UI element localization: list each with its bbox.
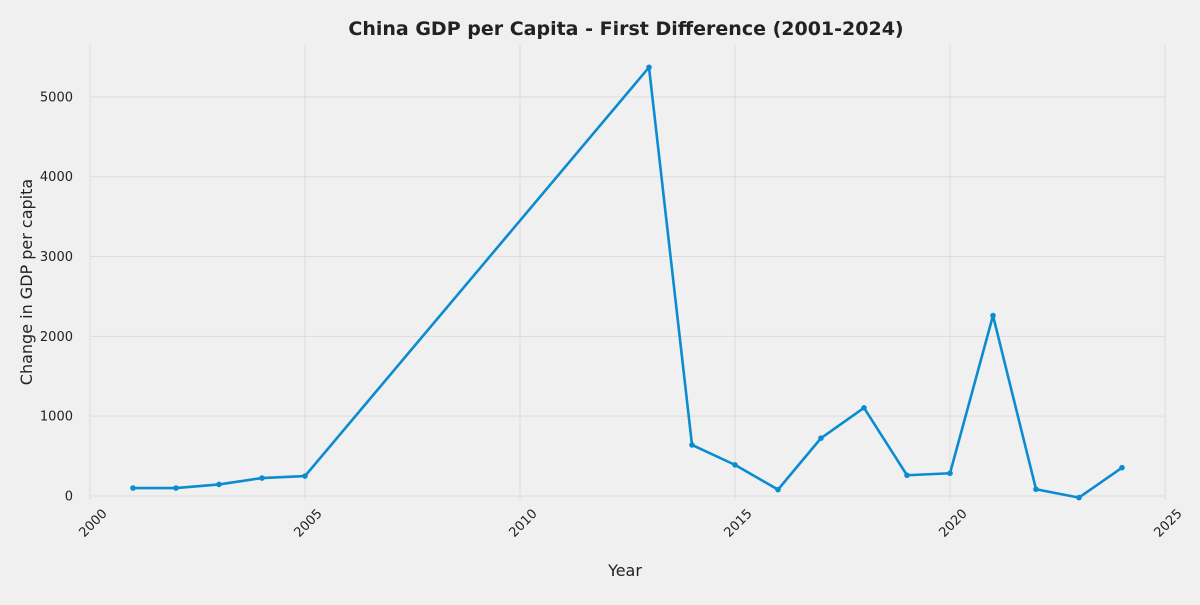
x-tick-label-2020: 2020 — [937, 507, 971, 541]
data-point-2017 — [818, 435, 824, 441]
y-tick-label-5000: 5000 — [40, 90, 73, 105]
y-axis-ticks: 0 1000 2000 3000 4000 5000 — [40, 90, 73, 504]
series-line-0 — [133, 66, 1123, 499]
data-point-2014 — [689, 442, 695, 448]
x-tick-label-2025: 2025 — [1152, 507, 1186, 541]
y-tick-label-0: 0 — [65, 490, 73, 505]
data-point-2004 — [259, 475, 265, 481]
data-point-2016 — [775, 486, 781, 493]
x-tick-label-2015: 2015 — [722, 507, 756, 541]
data-point-2005 — [302, 473, 308, 479]
x-tick-label-2005: 2005 — [292, 507, 326, 541]
data-point-2013 — [646, 64, 652, 71]
data-point-2018 — [861, 405, 867, 411]
y-tick-label-1000: 1000 — [40, 410, 73, 425]
x-tick-label-2010: 2010 — [507, 507, 541, 541]
series — [133, 66, 1123, 499]
grid — [89, 45, 1166, 500]
x-axis-label: Year — [607, 561, 642, 580]
data-point-2021 — [990, 312, 996, 319]
data-point-2024 — [1119, 464, 1125, 471]
data-point-2002 — [173, 485, 179, 491]
data-point-2023 — [1076, 494, 1082, 501]
y-axis-label: Change in GDP per capita — [17, 179, 36, 385]
x-tick-label-2000: 2000 — [77, 507, 111, 541]
y-tick-label-4000: 4000 — [40, 170, 73, 185]
data-point-2020 — [947, 470, 953, 477]
data-point-2003 — [216, 481, 222, 488]
y-tick-label-2000: 2000 — [40, 330, 73, 345]
chart-title: China GDP per Capita - First Difference … — [348, 18, 903, 40]
data-point-2001 — [130, 485, 136, 491]
data-point-2019 — [904, 472, 910, 479]
data-point-2022 — [1033, 486, 1039, 493]
x-axis-ticks: 2000 2005 2010 2015 2020 2025 — [77, 507, 1186, 541]
y-tick-label-3000: 3000 — [40, 250, 73, 265]
data-points — [130, 64, 1125, 501]
data-point-2015 — [732, 462, 738, 468]
